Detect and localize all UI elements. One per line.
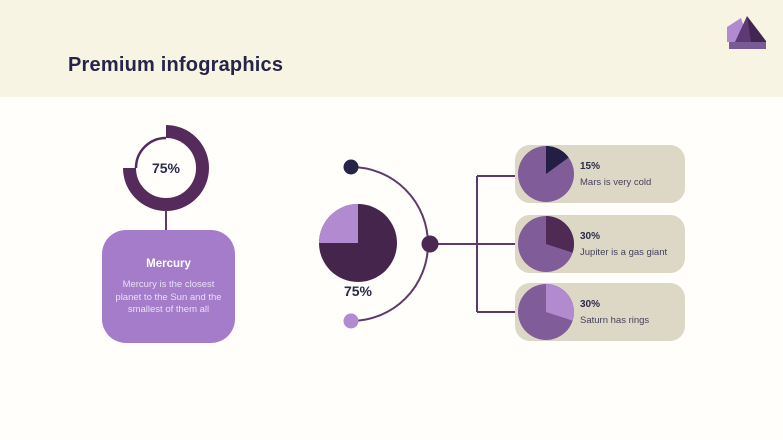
info-card-mars: 15% Mars is very cold (515, 145, 685, 203)
header: Premium infographics (0, 0, 783, 97)
connector-line-vertical (165, 210, 167, 231)
saturn-pie-slice (546, 284, 574, 321)
mercury-card-title: Mercury (146, 258, 191, 270)
orbit-dot-top (343, 159, 359, 175)
mercury-card: Mercury Mercury is the closest planet to… (102, 230, 235, 343)
info-card-saturn: 30% Saturn has rings (515, 283, 685, 341)
mars-percent: 15% (580, 160, 601, 172)
center-pie-percent-label: 75% (344, 283, 373, 299)
mars-pie-slice (546, 146, 569, 174)
orbit-diagram: 75% (319, 159, 520, 329)
jupiter-pie-chart (518, 216, 574, 272)
orbit-dot-bottom (343, 313, 359, 329)
donut-percent-label: 75% (152, 160, 181, 176)
info-card-jupiter: 30% Jupiter is a gas giant (515, 215, 685, 273)
mercury-card-description: Mercury is the closest planet to the Sun… (115, 279, 222, 316)
bracket-lines (430, 175, 520, 313)
jupiter-percent: 30% (580, 230, 601, 242)
jupiter-caption: Jupiter is a gas giant (580, 246, 668, 258)
center-pie-slice (319, 204, 358, 243)
saturn-pie-chart (518, 284, 574, 340)
jupiter-pie-slice (546, 216, 574, 253)
mars-caption: Mars is very cold (580, 176, 652, 188)
saturn-percent: 30% (580, 298, 601, 310)
orbit-dot-middle (421, 235, 439, 253)
mars-pie-chart (518, 146, 574, 202)
saturn-caption: Saturn has rings (580, 314, 650, 326)
donut-chart: 75% (123, 125, 209, 211)
crown-icon (727, 16, 766, 49)
slide-title: Premium infographics (68, 54, 284, 76)
